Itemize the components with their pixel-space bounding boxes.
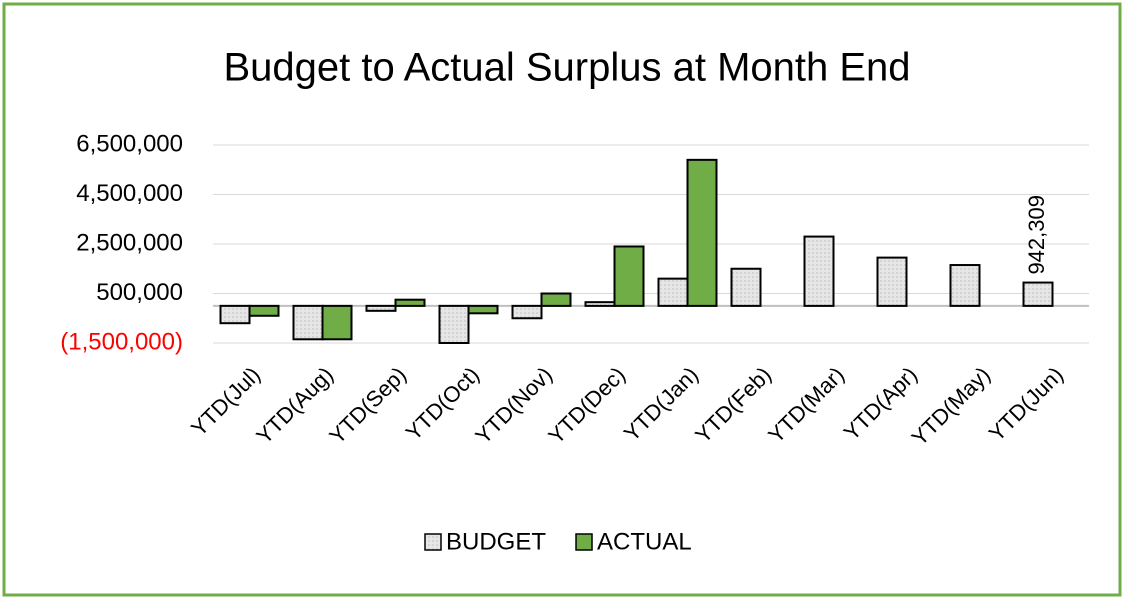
y-tick-label: 4,500,000	[76, 180, 183, 207]
legend-label: BUDGET	[446, 528, 546, 555]
bar	[686, 158, 718, 307]
bar	[365, 304, 397, 312]
bar	[949, 264, 981, 307]
bar	[219, 304, 251, 325]
bar	[248, 304, 280, 317]
y-tick-label: 500,000	[96, 279, 183, 306]
bar	[613, 245, 645, 307]
legend-label: ACTUAL	[597, 528, 692, 555]
bar	[803, 235, 835, 307]
bar	[657, 277, 689, 307]
bar	[394, 298, 426, 307]
bar	[584, 301, 616, 307]
bar	[438, 304, 470, 344]
y-tick-label: 2,500,000	[76, 229, 183, 256]
legend-swatch	[424, 533, 442, 551]
y-tick-label: (1,500,000)	[60, 328, 183, 355]
y-tick-label: 6,500,000	[76, 130, 183, 157]
chart-title: Budget to Actual Surplus at Month End	[223, 46, 910, 90]
bar	[292, 304, 324, 341]
bar	[467, 304, 499, 315]
bar	[1022, 281, 1054, 307]
bar	[730, 267, 762, 307]
legend-swatch	[575, 533, 593, 551]
bar	[876, 256, 908, 307]
data-label: 942,309	[1024, 195, 1049, 275]
bar	[540, 292, 572, 307]
bar	[321, 304, 353, 341]
bar	[511, 304, 543, 320]
